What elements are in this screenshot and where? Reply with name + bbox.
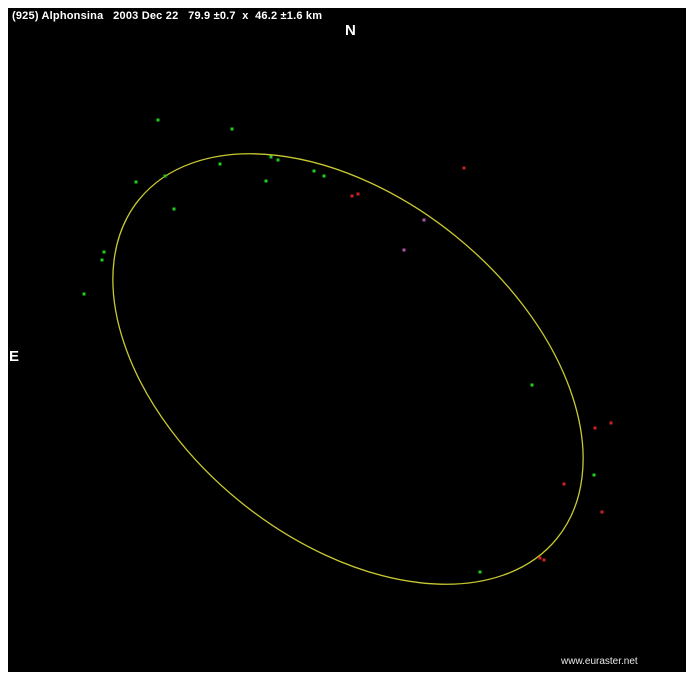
positive-chord-marker bbox=[100, 258, 104, 262]
negative-chord-marker bbox=[356, 192, 360, 196]
uncertain-chord-marker bbox=[402, 248, 406, 252]
negative-chord-marker bbox=[600, 510, 604, 514]
chord-endpoints bbox=[82, 118, 613, 574]
positive-chord-marker bbox=[218, 162, 222, 166]
positive-chord-marker bbox=[230, 127, 234, 131]
north-label: N bbox=[345, 22, 356, 39]
positive-chord-marker bbox=[163, 174, 167, 178]
negative-chord-marker bbox=[593, 426, 597, 430]
positive-chord-marker bbox=[134, 180, 138, 184]
negative-chord-marker bbox=[562, 482, 566, 486]
fitted-ellipse bbox=[112, 153, 584, 585]
negative-chord-marker bbox=[350, 194, 354, 198]
positive-chord-marker bbox=[102, 250, 106, 254]
plot-title: (925) Alphonsina 2003 Dec 22 79.9 ±0.7 x… bbox=[12, 10, 323, 22]
occultation-chart bbox=[82, 118, 613, 585]
positive-chord-marker bbox=[530, 383, 534, 387]
positive-chord-marker bbox=[322, 174, 326, 178]
negative-chord-marker bbox=[538, 556, 542, 560]
east-label: E bbox=[9, 348, 20, 365]
positive-chord-marker bbox=[478, 570, 482, 574]
negative-chord-marker bbox=[609, 421, 613, 425]
uncertain-chord-marker bbox=[422, 218, 426, 222]
credit-text: www.euraster.net bbox=[561, 656, 638, 667]
positive-chord-marker bbox=[264, 179, 268, 183]
positive-chord-marker bbox=[82, 292, 86, 296]
positive-chord-marker bbox=[269, 155, 273, 159]
positive-chord-marker bbox=[172, 207, 176, 211]
negative-chord-marker bbox=[542, 558, 546, 562]
positive-chord-marker bbox=[592, 473, 596, 477]
positive-chord-marker bbox=[312, 169, 316, 173]
occultation-plot: (925) Alphonsina 2003 Dec 22 79.9 ±0.7 x… bbox=[8, 8, 686, 672]
negative-chord-marker bbox=[462, 166, 466, 170]
positive-chord-marker bbox=[156, 118, 160, 122]
positive-chord-marker bbox=[276, 158, 280, 162]
